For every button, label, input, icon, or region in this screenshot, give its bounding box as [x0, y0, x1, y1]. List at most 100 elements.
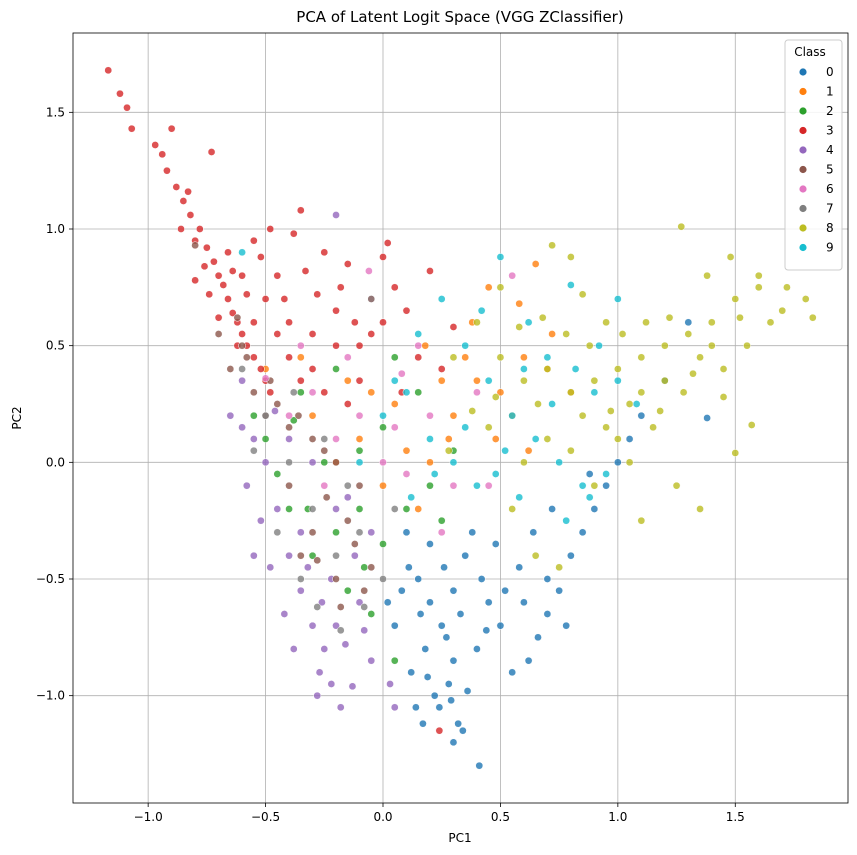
data-point — [656, 407, 664, 415]
data-point — [214, 313, 223, 322]
data-point — [567, 281, 575, 289]
data-point — [355, 435, 364, 443]
data-point — [257, 365, 265, 373]
data-point — [238, 365, 246, 373]
data-point — [548, 241, 556, 250]
data-point — [543, 575, 552, 583]
data-point — [402, 528, 411, 537]
chart-title: PCA of Latent Logit Space (VGG ZClassifi… — [296, 8, 623, 26]
data-point — [390, 376, 399, 385]
data-point — [205, 290, 214, 299]
data-point — [379, 481, 387, 490]
data-point — [296, 376, 305, 385]
data-point — [343, 353, 352, 362]
data-point — [249, 388, 258, 397]
legend-marker — [799, 126, 807, 135]
data-point — [280, 610, 289, 618]
data-point — [449, 586, 458, 595]
data-point — [285, 423, 293, 432]
data-point — [435, 726, 444, 735]
data-point — [257, 253, 265, 261]
legend-label: 6 — [826, 182, 834, 196]
data-point — [158, 150, 167, 159]
legend-label: 2 — [826, 104, 834, 118]
data-point — [736, 313, 744, 322]
data-point — [343, 481, 352, 490]
data-point — [449, 656, 458, 665]
data-point — [454, 719, 463, 728]
data-point — [320, 388, 329, 397]
data-point — [515, 323, 524, 331]
data-point — [437, 528, 446, 537]
data-point — [458, 726, 467, 735]
data-point — [484, 376, 493, 385]
data-point — [590, 481, 599, 490]
legend-marker — [799, 204, 807, 213]
data-point — [625, 458, 634, 467]
data-point — [289, 645, 298, 653]
data-point — [437, 376, 446, 385]
data-point — [543, 435, 552, 443]
data-point — [660, 376, 669, 385]
data-point — [336, 626, 345, 635]
data-point — [350, 551, 359, 560]
data-point — [543, 365, 552, 373]
data-point — [442, 633, 451, 642]
data-point — [266, 388, 275, 397]
data-point — [238, 376, 246, 385]
data-point — [515, 493, 524, 502]
data-point — [383, 598, 392, 607]
data-point — [285, 551, 293, 560]
data-point — [555, 458, 563, 467]
data-point — [336, 603, 345, 611]
data-point — [289, 388, 298, 397]
data-point — [172, 183, 181, 191]
data-point — [327, 680, 336, 688]
data-point — [355, 505, 364, 513]
data-point — [343, 516, 352, 525]
y-tick-label: 1.0 — [46, 222, 65, 236]
data-point — [719, 365, 728, 373]
legend-label: 1 — [826, 85, 834, 99]
data-point — [435, 703, 444, 712]
data-point — [578, 290, 587, 299]
data-point — [531, 260, 540, 268]
data-point — [461, 551, 470, 560]
data-point — [320, 645, 329, 653]
data-point — [534, 400, 542, 408]
data-point — [296, 341, 305, 350]
data-point — [313, 691, 322, 700]
x-tick-label: −0.5 — [251, 810, 280, 824]
data-point — [273, 330, 282, 338]
data-point — [200, 262, 209, 271]
legend-marker — [799, 68, 807, 76]
data-point — [355, 481, 364, 490]
data-point — [242, 353, 251, 362]
series-class-4 — [226, 211, 399, 712]
data-point — [261, 411, 270, 420]
data-point — [449, 738, 458, 747]
data-point — [332, 211, 340, 219]
data-point — [602, 318, 610, 327]
data-point — [308, 505, 317, 513]
data-point — [444, 435, 453, 443]
data-point — [203, 243, 211, 252]
data-point — [449, 353, 458, 362]
data-point — [543, 610, 552, 618]
data-point — [367, 388, 376, 397]
data-point — [412, 703, 420, 712]
data-point — [703, 271, 711, 280]
data-point — [341, 640, 350, 649]
data-point — [801, 295, 810, 303]
data-point — [320, 435, 329, 443]
data-point — [632, 400, 641, 408]
data-point — [238, 423, 246, 432]
data-point — [238, 248, 246, 257]
data-point — [343, 376, 352, 385]
data-point — [285, 353, 293, 362]
data-point — [578, 411, 587, 420]
legend-marker — [799, 87, 807, 96]
data-point — [707, 341, 716, 350]
data-point — [625, 435, 634, 443]
series-class-9 — [238, 248, 641, 525]
